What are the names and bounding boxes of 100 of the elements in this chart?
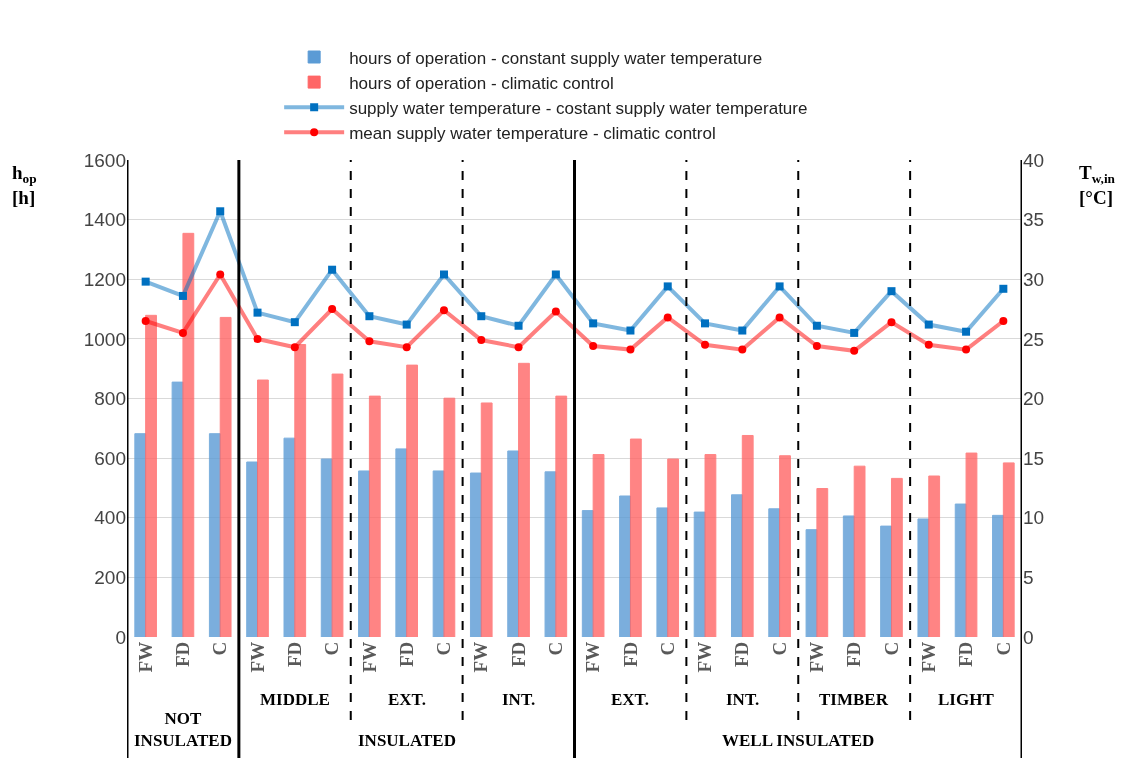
bar — [992, 514, 1004, 637]
text: WELL INSULATED — [722, 731, 875, 750]
x-tick-label: C — [656, 641, 678, 656]
point — [178, 291, 187, 300]
bar — [443, 397, 456, 637]
x-tick-label: C — [768, 641, 790, 656]
point — [365, 312, 374, 321]
x-tick-label: FW — [582, 641, 604, 673]
x-tick-label: FW — [246, 641, 268, 673]
point — [589, 319, 598, 328]
point — [514, 321, 523, 330]
point — [365, 337, 374, 346]
point — [999, 316, 1008, 325]
bar — [768, 508, 781, 637]
bar — [592, 454, 605, 637]
x-tick-label: FW — [917, 641, 939, 673]
x-tick-label: FD — [731, 641, 753, 668]
bar — [406, 364, 418, 637]
legend-label: supply water temperature - costant supply water temperature — [349, 98, 808, 118]
bar — [842, 515, 855, 637]
x-tick-label: FW — [806, 641, 828, 673]
y2-tick-label: 30 — [1023, 268, 1045, 290]
point — [738, 326, 747, 335]
bar — [880, 525, 892, 637]
point — [626, 326, 635, 335]
text: INT. — [726, 690, 760, 709]
x-tick-label: FW — [470, 641, 492, 673]
bar — [890, 477, 903, 637]
text: MIDDLE — [260, 690, 330, 709]
bar — [395, 448, 408, 637]
y-tick-label: 0 — [115, 626, 126, 648]
bar — [629, 438, 642, 637]
point — [850, 346, 859, 355]
bar — [257, 379, 269, 637]
point — [402, 343, 411, 352]
y2-tick-label: 5 — [1023, 567, 1034, 589]
point — [439, 270, 448, 279]
point — [477, 336, 486, 345]
point — [328, 265, 337, 274]
point — [439, 306, 448, 315]
point — [663, 313, 672, 322]
bar — [704, 454, 717, 637]
bar — [731, 494, 743, 637]
x-tick-label: C — [992, 641, 1014, 656]
point — [812, 342, 821, 351]
point — [738, 345, 747, 354]
y2-tick-label: 35 — [1023, 209, 1045, 231]
bar — [805, 529, 818, 637]
bar — [171, 381, 184, 637]
point — [962, 345, 971, 354]
point — [551, 270, 560, 279]
bar — [581, 510, 594, 637]
x-tick-label: FW — [134, 641, 156, 673]
point — [178, 328, 187, 337]
y-tick-label: 600 — [94, 447, 126, 469]
bar — [283, 437, 296, 637]
point — [216, 270, 225, 279]
x-tick-label: FW — [358, 641, 380, 673]
point — [253, 334, 262, 343]
point — [141, 316, 150, 325]
y-tick-label: 200 — [94, 567, 126, 589]
point — [402, 320, 411, 329]
y-tick-label: 800 — [94, 388, 126, 410]
x-tick-label: FD — [283, 641, 305, 668]
y2-tick-label: 40 — [1023, 149, 1045, 171]
point — [887, 318, 896, 327]
bar — [182, 232, 195, 637]
text: TIMBER — [819, 690, 889, 709]
point — [775, 313, 784, 322]
point — [216, 207, 225, 216]
x-tick-label: FW — [694, 641, 716, 673]
x-tick-label: C — [209, 641, 231, 656]
point — [775, 282, 784, 291]
point — [626, 345, 635, 354]
point — [253, 308, 262, 317]
x-tick-label: FD — [619, 641, 641, 668]
legend-label: hours of operation - constant supply water temperature — [349, 48, 763, 68]
x-tick-label: FD — [507, 641, 529, 668]
bar — [816, 488, 829, 637]
bar — [134, 433, 147, 637]
bar — [853, 465, 866, 637]
point — [850, 328, 859, 337]
text: INT. — [502, 690, 536, 709]
y2-tick-label: 0 — [1023, 626, 1034, 648]
x-tick-label: C — [321, 641, 343, 656]
point — [290, 318, 299, 327]
text: EXT. — [611, 690, 649, 709]
bar — [779, 455, 791, 637]
bar — [480, 402, 493, 637]
point — [887, 287, 896, 296]
text: NOT INSULATED — [134, 709, 232, 751]
x-tick-label: FD — [843, 641, 865, 668]
text: EXT. — [388, 690, 426, 709]
bar — [1002, 462, 1015, 637]
x-tick-label: FD — [395, 641, 417, 668]
point — [701, 340, 710, 349]
bar — [246, 461, 259, 637]
point — [663, 282, 672, 291]
y2-tick-label: 15 — [1023, 447, 1045, 469]
y-tick-label: 1200 — [83, 268, 126, 290]
